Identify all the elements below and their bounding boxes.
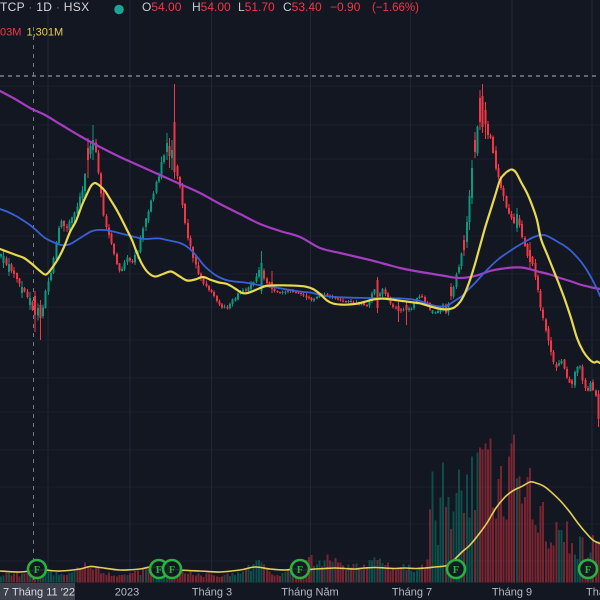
svg-text:03M: 03M	[0, 27, 21, 39]
svg-text:O54.00: O54.00	[142, 0, 182, 14]
svg-text:(−1.66%): (−1.66%)	[372, 2, 419, 14]
svg-text:F: F	[297, 565, 303, 576]
svg-text:F: F	[169, 565, 175, 576]
svg-text:F: F	[156, 565, 162, 576]
svg-text:Tháng 7: Tháng 7	[392, 587, 432, 599]
svg-text:H54.00: H54.00	[192, 0, 231, 14]
svg-text:L51.70: L51.70	[238, 0, 275, 14]
svg-text:−0.90: −0.90	[330, 0, 361, 14]
svg-text:F: F	[453, 565, 459, 576]
svg-text:TCP · 1D · HSX: TCP · 1D · HSX	[0, 0, 89, 14]
svg-text:1,301M: 1,301M	[27, 27, 64, 39]
svg-text:Thán: Thán	[586, 587, 600, 599]
svg-text:F: F	[34, 565, 40, 576]
svg-text:2023: 2023	[115, 587, 139, 599]
svg-text:7 Tháng 11 ′22: 7 Tháng 11 ′22	[3, 587, 75, 599]
svg-text:F: F	[585, 565, 591, 576]
svg-text:Tháng 3: Tháng 3	[192, 587, 232, 599]
svg-text:Tháng 9: Tháng 9	[492, 587, 532, 599]
svg-text:Tháng Năm: Tháng Năm	[281, 587, 338, 599]
svg-text:C53.40: C53.40	[283, 0, 322, 14]
